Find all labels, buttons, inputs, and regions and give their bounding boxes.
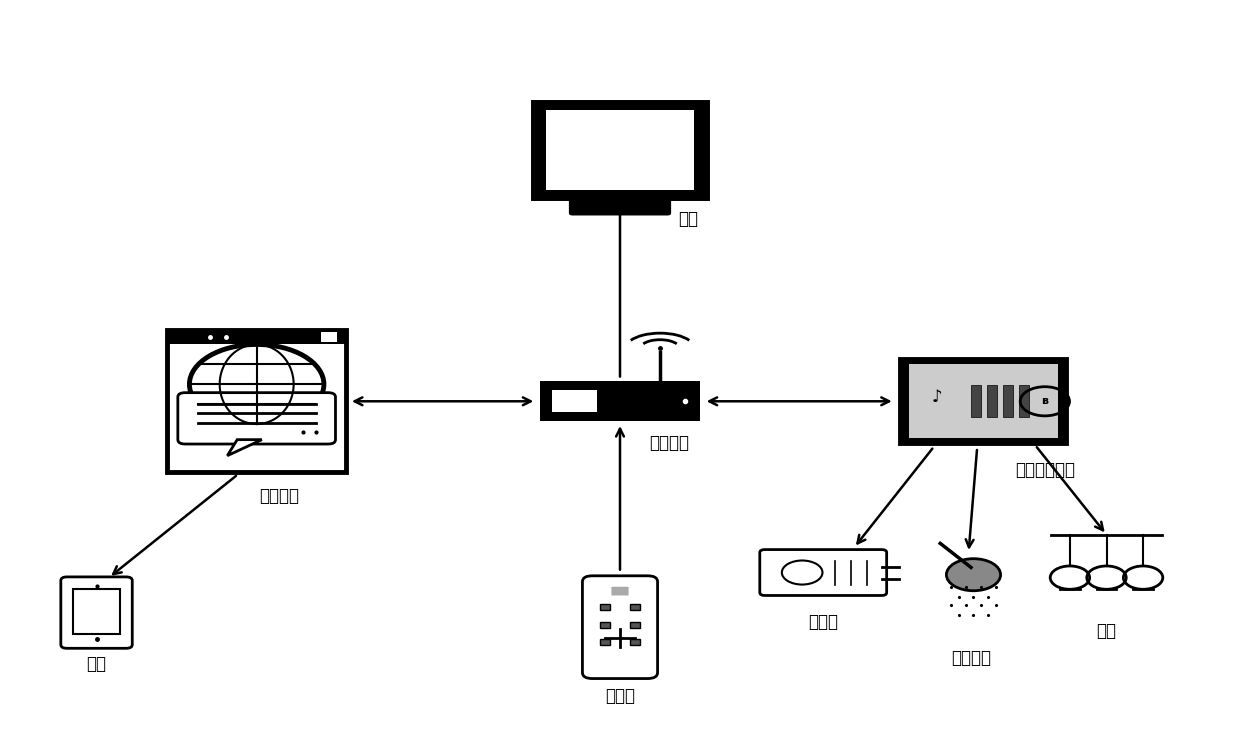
FancyBboxPatch shape [630,622,640,627]
FancyBboxPatch shape [552,391,598,412]
FancyBboxPatch shape [73,589,120,634]
FancyBboxPatch shape [611,587,629,595]
FancyBboxPatch shape [987,385,997,417]
FancyBboxPatch shape [167,330,346,472]
FancyBboxPatch shape [569,198,671,215]
FancyBboxPatch shape [900,360,1066,443]
FancyBboxPatch shape [61,577,133,649]
Text: 手机: 手机 [87,655,107,673]
FancyBboxPatch shape [630,604,640,610]
FancyBboxPatch shape [1003,385,1013,417]
Text: 电视: 电视 [678,209,698,228]
FancyBboxPatch shape [321,332,337,342]
FancyBboxPatch shape [600,604,610,610]
FancyBboxPatch shape [971,385,981,417]
FancyBboxPatch shape [630,639,640,645]
FancyBboxPatch shape [167,330,346,344]
FancyBboxPatch shape [546,110,694,190]
Text: 灯光: 灯光 [1096,622,1116,640]
Text: 浴室控制终端: 浴室控制终端 [1014,461,1075,479]
FancyBboxPatch shape [760,550,887,595]
FancyBboxPatch shape [539,381,701,422]
Text: 淋浴喷头: 淋浴喷头 [951,649,991,667]
Text: ♪: ♪ [931,388,942,406]
FancyBboxPatch shape [533,102,707,198]
FancyBboxPatch shape [600,622,610,627]
FancyBboxPatch shape [909,365,1058,438]
FancyBboxPatch shape [177,393,336,444]
FancyBboxPatch shape [600,639,610,645]
Text: 管理平台: 管理平台 [259,487,299,506]
Text: 遥控器: 遥控器 [605,687,635,705]
Text: ʙ: ʙ [1042,397,1048,406]
FancyBboxPatch shape [1019,385,1029,417]
Text: 热水器: 热水器 [808,612,838,631]
Text: 融合网关: 融合网关 [650,434,689,452]
FancyBboxPatch shape [583,576,657,679]
Polygon shape [227,440,262,455]
Circle shape [946,559,1001,591]
